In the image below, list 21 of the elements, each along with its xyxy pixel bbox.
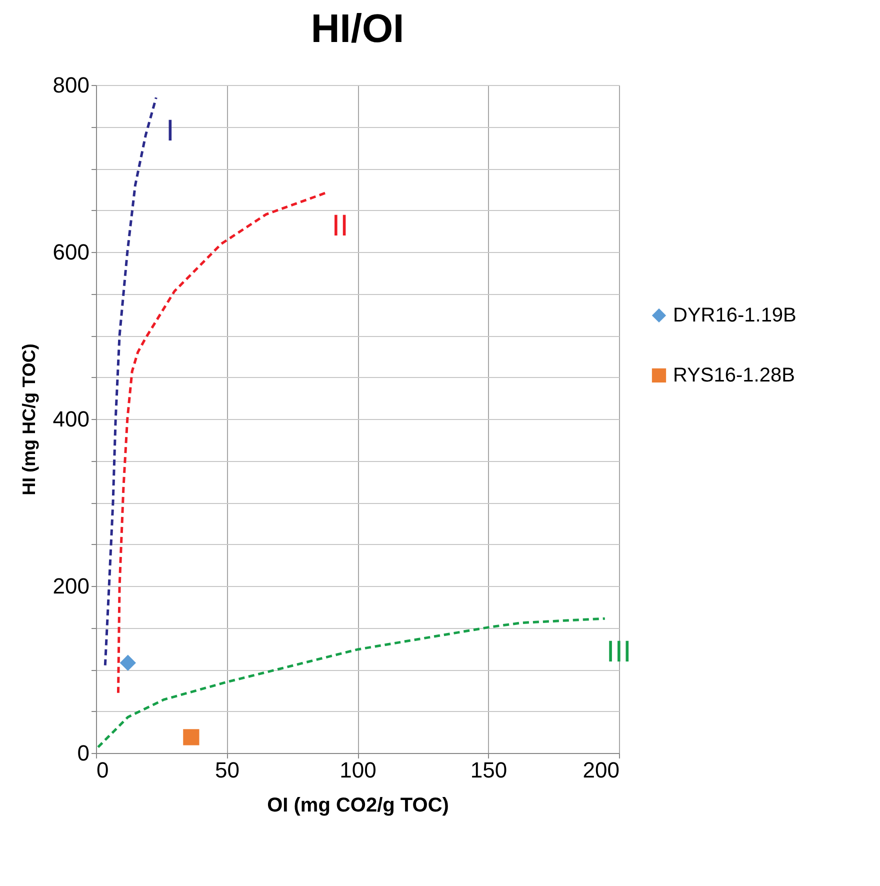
legend-label: RYS16-1.28B — [673, 364, 795, 386]
x-axis-title: OI (mg CO2/g TOC) — [267, 794, 449, 816]
line-series — [116, 191, 328, 694]
y-tick-label: 0 — [77, 740, 90, 766]
x-tick-label: 100 — [340, 758, 376, 782]
y-axis-title: HI (mg HC/g TOC) — [18, 344, 39, 496]
x-tick-label: 50 — [215, 758, 240, 782]
series-label: III — [606, 636, 632, 669]
series-label: II — [332, 210, 348, 243]
x-tick-label: 200 — [582, 758, 620, 782]
series-label: I — [166, 114, 174, 148]
legend-label: DYR16-1.19B — [673, 304, 796, 326]
y-tick-label: 800 — [52, 72, 90, 98]
y-tick-label: 600 — [52, 240, 90, 264]
chart-title: HI/OI — [310, 7, 404, 51]
y-tick-label: 200 — [52, 574, 90, 598]
line-series — [104, 96, 158, 667]
y-tick-label: 400 — [52, 406, 90, 432]
x-tick-label: 150 — [470, 758, 508, 782]
line-series — [96, 617, 606, 748]
x-tick-label: 0 — [96, 758, 109, 782]
